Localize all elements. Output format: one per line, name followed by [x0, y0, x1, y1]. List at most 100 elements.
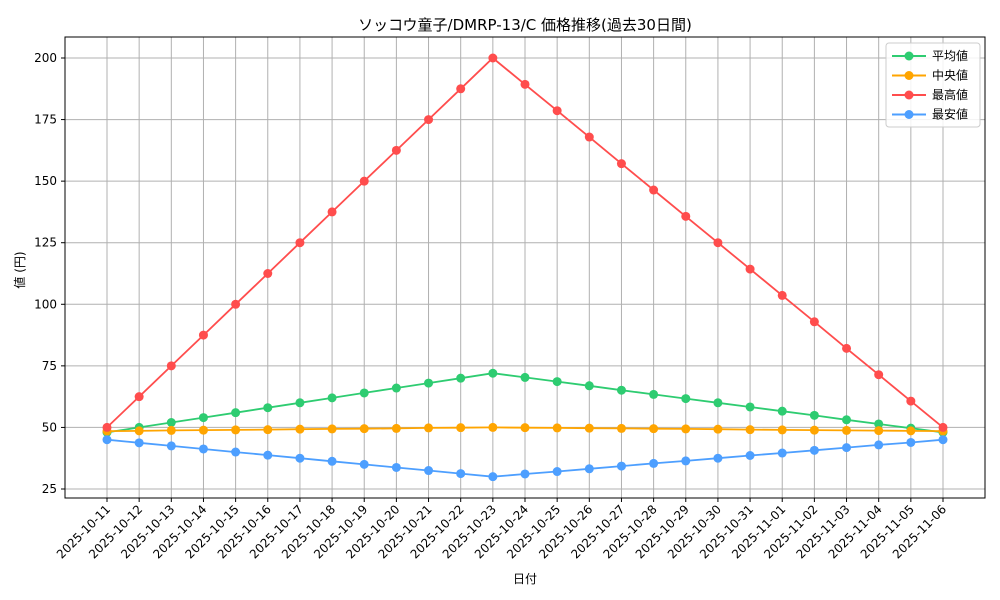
data-point	[102, 422, 112, 432]
data-point	[488, 472, 498, 482]
legend-label: 最高値	[932, 87, 968, 102]
data-point	[713, 424, 723, 434]
data-point	[649, 389, 659, 399]
legend-label: 平均値	[932, 48, 968, 63]
data-point	[552, 467, 562, 477]
series-2	[102, 53, 948, 432]
legend-label: 中央値	[932, 68, 968, 83]
data-point	[681, 424, 691, 434]
data-point	[166, 361, 176, 371]
legend-label: 最安値	[932, 107, 968, 122]
y-tick-label: 125	[34, 236, 57, 250]
data-point	[263, 425, 273, 435]
data-point	[681, 456, 691, 466]
data-point	[488, 368, 498, 378]
data-point	[777, 448, 787, 458]
legend-marker	[904, 71, 914, 80]
data-point	[166, 441, 176, 451]
data-point	[552, 377, 562, 387]
data-point	[745, 425, 755, 435]
data-point	[263, 403, 273, 413]
y-tick-label: 50	[42, 420, 57, 434]
data-point	[874, 419, 884, 429]
data-point	[649, 185, 659, 195]
y-axis-title: 値 (円)	[12, 251, 27, 288]
data-point	[295, 398, 305, 408]
data-point	[424, 466, 434, 476]
data-point	[424, 378, 434, 388]
y-tick-label: 200	[34, 51, 57, 65]
data-point	[391, 462, 401, 472]
series-3	[102, 435, 948, 482]
data-point	[777, 406, 787, 416]
data-point	[616, 423, 626, 433]
data-point	[616, 159, 626, 169]
data-point	[584, 423, 594, 433]
data-point	[327, 456, 337, 466]
chart-title: ソッコウ童子/DMRP-13/C 価格推移(過去30日間)	[358, 16, 692, 34]
legend-marker	[904, 51, 914, 61]
data-point	[874, 370, 884, 380]
data-point	[295, 453, 305, 463]
data-point	[713, 453, 723, 463]
data-point	[391, 145, 401, 155]
data-point	[102, 435, 112, 445]
y-tick-label: 100	[34, 297, 57, 311]
data-point	[745, 264, 755, 274]
data-point	[777, 425, 787, 435]
data-point	[327, 393, 337, 403]
data-point	[488, 422, 498, 432]
data-point	[745, 402, 755, 412]
data-point	[231, 299, 241, 309]
legend-box	[885, 42, 981, 128]
data-point	[520, 469, 530, 479]
data-point	[359, 176, 369, 186]
data-point	[456, 373, 466, 383]
data-point	[552, 106, 562, 116]
data-point	[552, 423, 562, 433]
data-point	[520, 423, 530, 433]
legend-marker	[904, 110, 914, 119]
data-point	[681, 211, 691, 221]
data-point	[263, 269, 273, 278]
data-point	[327, 424, 337, 434]
data-point	[809, 425, 819, 435]
data-point	[874, 426, 884, 436]
data-point	[777, 290, 787, 300]
data-point	[584, 381, 594, 391]
data-point	[649, 458, 659, 468]
data-point	[713, 238, 723, 248]
data-point	[906, 437, 916, 447]
data-point	[649, 424, 659, 434]
data-point	[456, 469, 466, 479]
data-point	[134, 426, 144, 436]
x-axis-title: 日付	[513, 572, 537, 586]
data-point	[231, 425, 241, 435]
data-point	[263, 450, 273, 460]
grid-lines	[65, 37, 985, 498]
data-point	[488, 53, 498, 63]
data-point	[391, 383, 401, 393]
legend-marker	[904, 90, 914, 100]
data-point	[616, 385, 626, 395]
data-point	[809, 410, 819, 420]
y-axis: 25 50 75 100 125 150 175 200	[34, 51, 65, 496]
data-point	[842, 343, 852, 353]
data-point	[327, 207, 337, 217]
data-point	[424, 115, 434, 125]
data-point	[359, 424, 369, 434]
data-point	[166, 418, 176, 428]
data-point	[166, 425, 176, 435]
data-point	[713, 398, 723, 408]
data-point	[809, 317, 819, 327]
data-point	[616, 461, 626, 471]
data-point	[681, 394, 691, 404]
data-point	[134, 392, 144, 402]
data-point	[906, 396, 916, 406]
data-point	[198, 330, 208, 340]
data-point	[938, 422, 948, 432]
x-axis: 2025-10-112025-10-122025-10-132025-10-14…	[54, 498, 949, 561]
y-tick-label: 175	[34, 113, 57, 127]
